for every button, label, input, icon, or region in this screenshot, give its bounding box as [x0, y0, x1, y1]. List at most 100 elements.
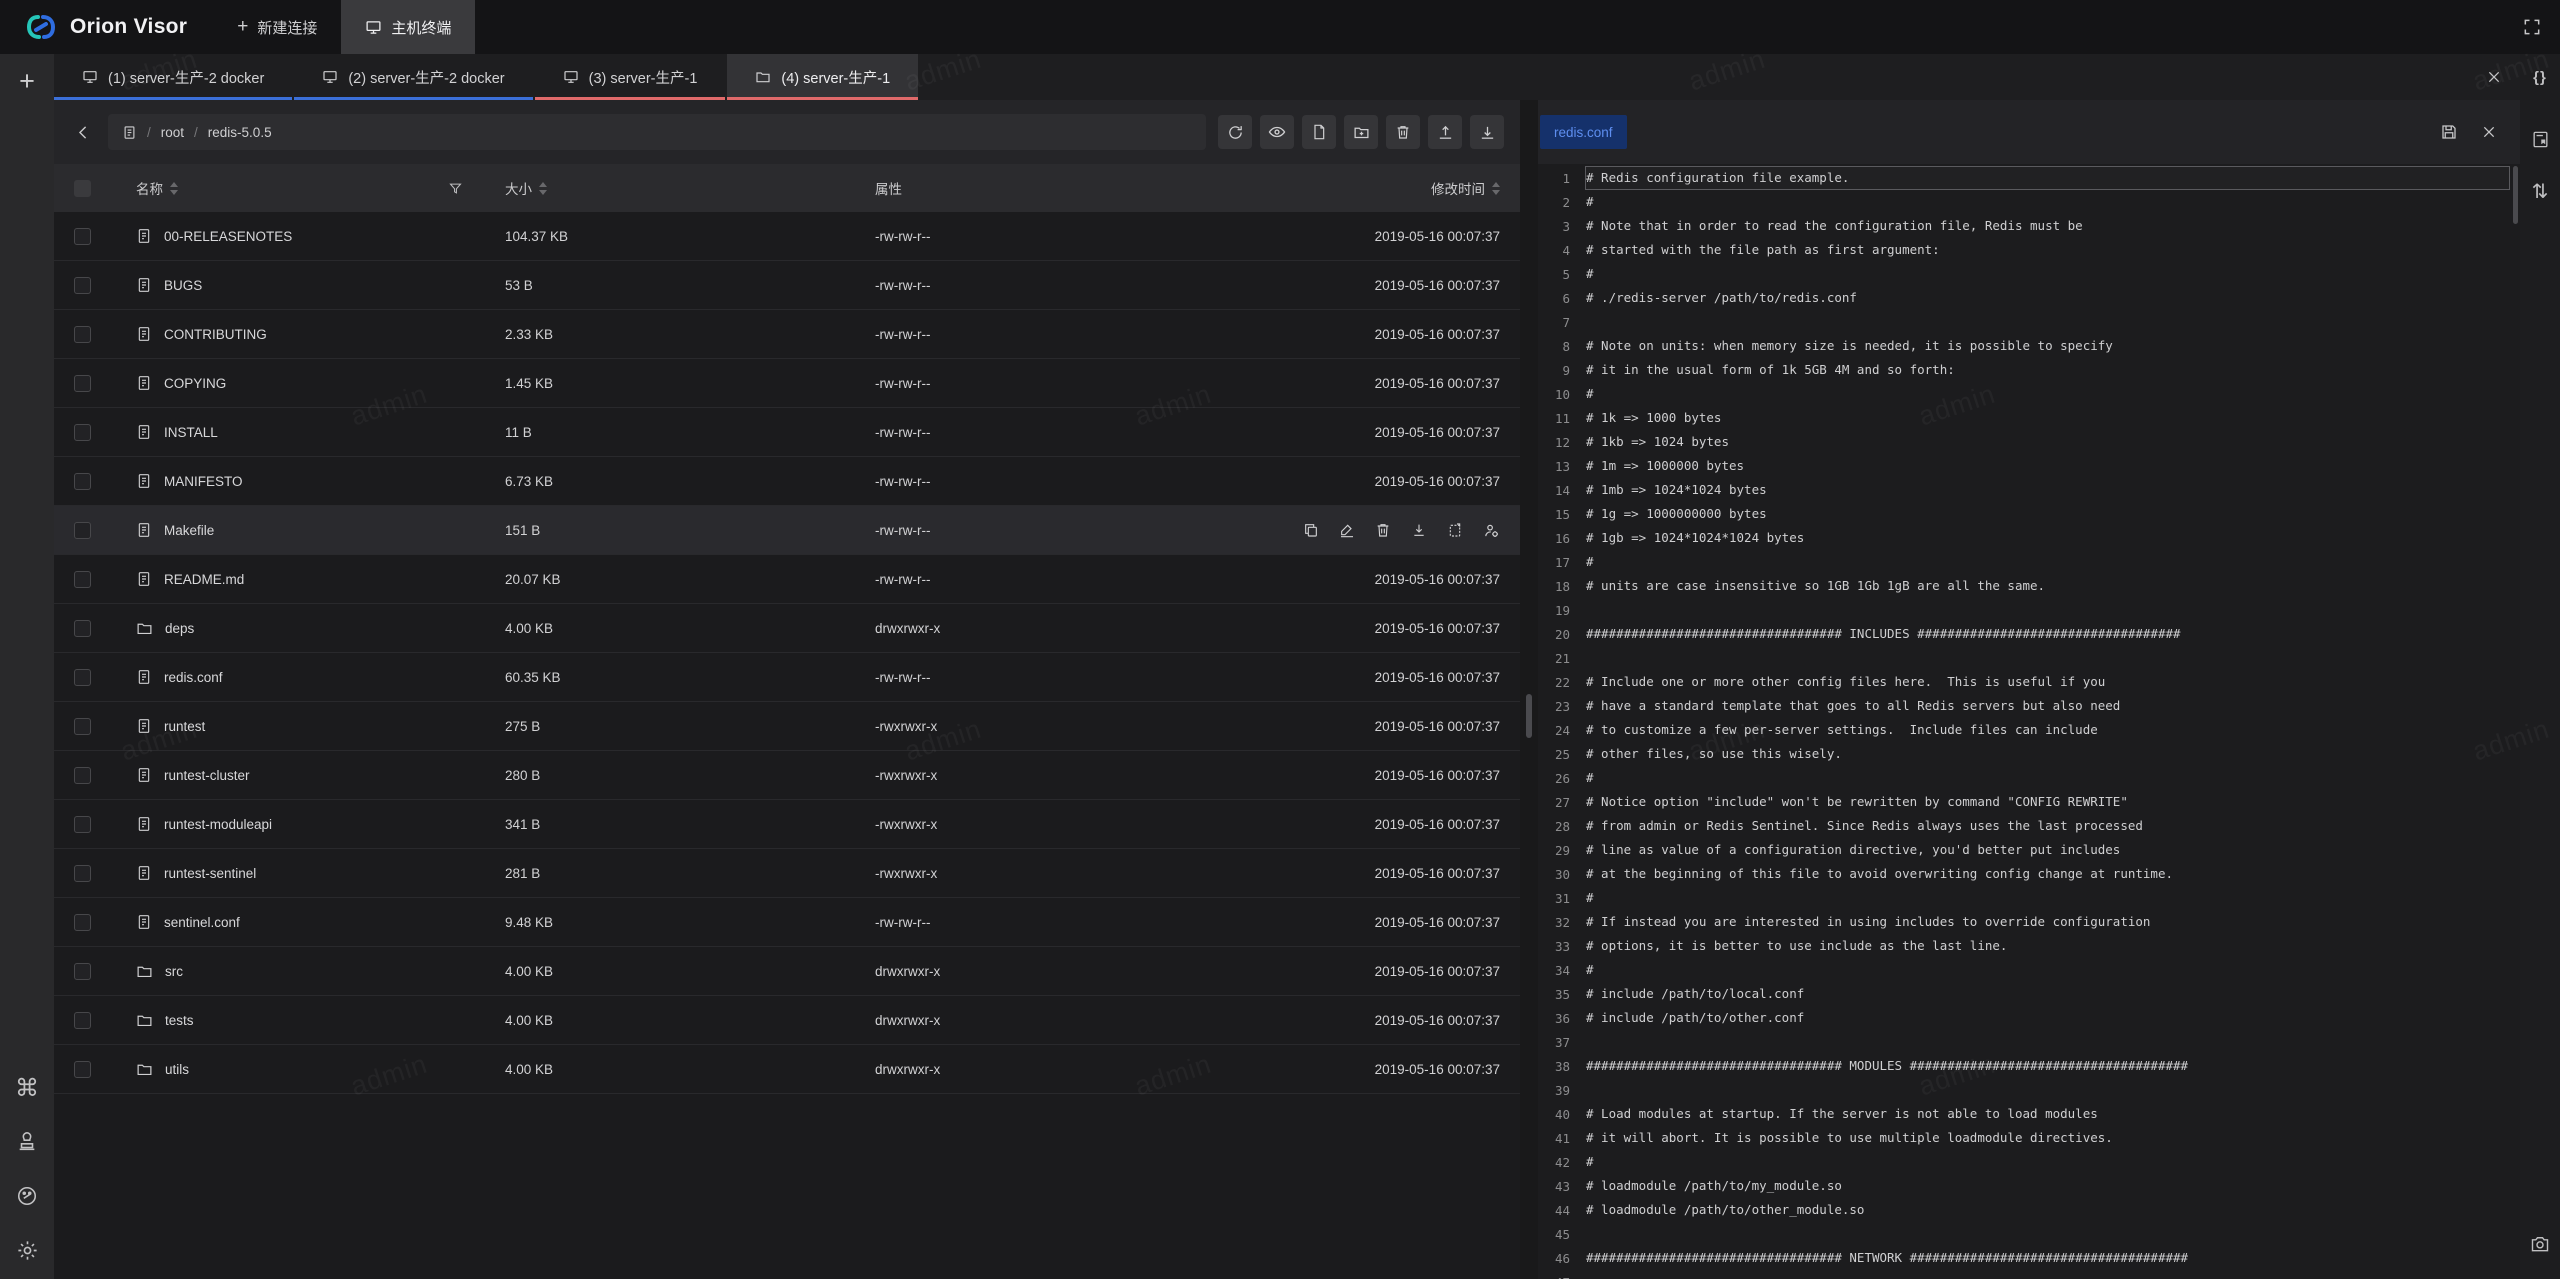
permission-icon[interactable]	[1483, 522, 1500, 539]
back-button[interactable]	[66, 115, 100, 149]
table-row[interactable]: tests 4.00 KB drwxrwxr-x 2019-05-16 00:0…	[54, 996, 1520, 1045]
line-text: # ./redis-server /path/to/redis.conf	[1586, 290, 1857, 305]
table-row[interactable]: README.md 20.07 KB -rw-rw-r-- 2019-05-16…	[54, 555, 1520, 604]
save-button[interactable]	[2434, 117, 2464, 147]
new-folder-button[interactable]	[1344, 115, 1378, 149]
table-row[interactable]: CONTRIBUTING 2.33 KB -rw-rw-r-- 2019-05-…	[54, 310, 1520, 359]
row-checkbox[interactable]	[74, 423, 91, 441]
file-icon	[136, 914, 152, 930]
table-row[interactable]: BUGS 53 B -rw-rw-r-- 2019-05-16 00:07:37	[54, 261, 1520, 310]
new-connection-button[interactable]: + 新建连接	[213, 0, 341, 54]
command-shortcut-icon[interactable]: ⌘	[15, 1074, 39, 1102]
breadcrumb-root[interactable]: root	[160, 124, 185, 140]
table-row[interactable]: INSTALL 11 B -rw-rw-r-- 2019-05-16 00:07…	[54, 408, 1520, 457]
refresh-button[interactable]	[1218, 115, 1252, 149]
table-row[interactable]: Makefile 151 B -rw-rw-r-- 2019-05-16 00:…	[54, 506, 1520, 555]
column-header-modified[interactable]: 修改时间	[1205, 178, 1500, 198]
file-bookmark-icon[interactable]	[2527, 126, 2553, 152]
swap-vertical-icon[interactable]: ⇅	[2531, 180, 2549, 203]
filter-funnel-icon[interactable]	[448, 181, 463, 196]
row-checkbox[interactable]	[74, 276, 91, 294]
line-text: # Note on units: when memory size is nee…	[1586, 338, 2113, 353]
nav-host-terminal[interactable]: 主机终端	[341, 0, 476, 54]
fullscreen-button[interactable]	[2504, 0, 2560, 54]
edit-icon[interactable]	[1339, 522, 1355, 539]
table-row[interactable]: 00-RELEASENOTES 104.37 KB -rw-rw-r-- 201…	[54, 212, 1520, 261]
line-text: ################################## MODUL…	[1586, 1058, 2189, 1073]
column-header-size[interactable]: 大小	[505, 178, 875, 198]
file-panel-scrollbar[interactable]	[1526, 694, 1532, 738]
line-number: 7	[1562, 314, 1570, 330]
row-checkbox[interactable]	[74, 521, 91, 539]
close-icon[interactable]	[2468, 54, 2520, 100]
session-tabs: (1) server-生产-2 docker	[54, 54, 920, 100]
row-checkbox[interactable]	[74, 570, 91, 588]
table-row[interactable]: utils 4.00 KB drwxrwxr-x 2019-05-16 00:0…	[54, 1045, 1520, 1094]
new-file-button[interactable]	[1302, 115, 1336, 149]
session-tab[interactable]: (4) server-生产-1	[727, 54, 919, 100]
line-text: # units are case insensitive so 1GB 1Gb …	[1586, 578, 2046, 593]
download-icon[interactable]	[1411, 522, 1427, 539]
row-checkbox[interactable]	[74, 325, 91, 343]
row-checkbox[interactable]	[74, 864, 91, 882]
table-row[interactable]: redis.conf 60.35 KB -rw-rw-r-- 2019-05-1…	[54, 653, 1520, 702]
table-row[interactable]: runtest-cluster 280 B -rwxrwxr-x 2019-05…	[54, 751, 1520, 800]
breadcrumb-dir[interactable]: redis-5.0.5	[207, 124, 272, 140]
table-row[interactable]: runtest-moduleapi 341 B -rwxrwxr-x 2019-…	[54, 800, 1520, 849]
table-row[interactable]: src 4.00 KB drwxrwxr-x 2019-05-16 00:07:…	[54, 947, 1520, 996]
line-text: ################################## INCLU…	[1586, 626, 2181, 641]
line-number: 34	[1554, 962, 1570, 978]
file-name: deps	[165, 620, 195, 636]
row-checkbox[interactable]	[74, 913, 91, 931]
file-permissions: -rw-rw-r--	[875, 473, 931, 489]
file-size: 275 B	[505, 718, 541, 734]
row-checkbox[interactable]	[74, 472, 91, 490]
session-tab[interactable]: (1) server-生产-2 docker	[54, 54, 293, 100]
editor-file-tab[interactable]: redis.conf	[1540, 115, 1627, 149]
editor-scrollbar[interactable]	[2513, 166, 2518, 224]
row-checkbox[interactable]	[74, 815, 91, 833]
column-header-attr[interactable]: 属性	[875, 182, 902, 197]
show-hidden-eye-button[interactable]	[1260, 115, 1294, 149]
session-tab[interactable]: (2) server-生产-2 docker	[294, 54, 533, 100]
copy-icon[interactable]	[1303, 522, 1319, 539]
table-row[interactable]: deps 4.00 KB drwxrwxr-x 2019-05-16 00:07…	[54, 604, 1520, 653]
table-row[interactable]: MANIFESTO 6.73 KB -rw-rw-r-- 2019-05-16 …	[54, 457, 1520, 506]
table-row[interactable]: runtest-sentinel 281 B -rwxrwxr-x 2019-0…	[54, 849, 1520, 898]
add-tab-button[interactable]: +	[19, 66, 35, 96]
stamp-icon[interactable]	[14, 1129, 40, 1155]
table-row[interactable]: COPYING 1.45 KB -rw-rw-r-- 2019-05-16 00…	[54, 359, 1520, 408]
table-row[interactable]: runtest 275 B -rwxrwxr-x 2019-05-16 00:0…	[54, 702, 1520, 751]
settings-gear-icon[interactable]	[14, 1237, 40, 1263]
close-editor-icon[interactable]	[2474, 117, 2504, 147]
session-tab-label: (3) server-生产-1	[588, 70, 698, 87]
delete-icon[interactable]	[1375, 522, 1391, 539]
download-button[interactable]	[1470, 115, 1504, 149]
row-checkbox[interactable]	[74, 668, 91, 686]
breadcrumb[interactable]: / root / redis-5.0.5	[108, 114, 1206, 150]
file-icon	[136, 277, 152, 293]
column-header-name[interactable]: 名称	[136, 178, 505, 198]
session-tab[interactable]: (3) server-生产-1	[534, 54, 726, 100]
braces-icon[interactable]: {}	[2533, 68, 2547, 86]
monitor-icon	[365, 19, 382, 36]
row-checkbox[interactable]	[74, 717, 91, 735]
upload-button[interactable]	[1428, 115, 1462, 149]
file-name: BUGS	[164, 277, 203, 293]
screenshot-camera-icon[interactable]	[2527, 1231, 2553, 1257]
row-checkbox[interactable]	[74, 227, 91, 245]
row-checkbox[interactable]	[74, 766, 91, 784]
row-checkbox[interactable]	[74, 374, 91, 392]
line-text: # line as value of a configuration direc…	[1586, 842, 2121, 857]
delete-button[interactable]	[1386, 115, 1420, 149]
line-number: 18	[1554, 578, 1570, 594]
row-checkbox[interactable]	[74, 1011, 91, 1029]
move-icon[interactable]	[1447, 522, 1463, 539]
theme-palette-icon[interactable]	[14, 1183, 40, 1209]
table-row[interactable]: sentinel.conf 9.48 KB -rw-rw-r-- 2019-05…	[54, 898, 1520, 947]
select-all-checkbox[interactable]	[74, 179, 91, 197]
row-checkbox[interactable]	[74, 962, 91, 980]
row-checkbox[interactable]	[74, 1060, 91, 1078]
code-editor[interactable]: 1 # Redis configuration file example. 2 …	[1538, 164, 2520, 1279]
row-checkbox[interactable]	[74, 619, 91, 637]
